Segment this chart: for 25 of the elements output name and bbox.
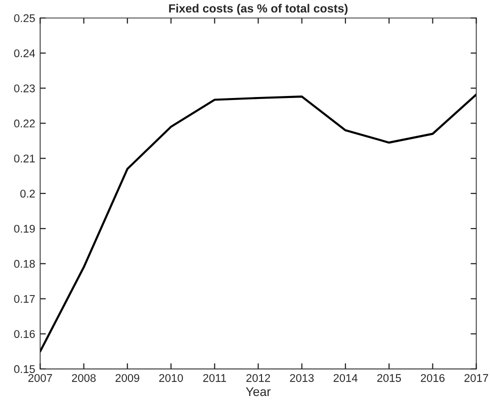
x-tick-label: 2013 [290,374,314,382]
y-tick-label: 0.24 [14,49,35,58]
x-tick-label: 2015 [377,374,401,382]
y-tick-label: 0.17 [14,295,35,303]
y-tick-label: 0.19 [14,224,35,233]
x-tick-label: 2016 [420,374,445,382]
chart-title: Fixed costs (as % of total costs) [169,4,348,15]
x-tick-label: 2010 [159,374,183,382]
y-tick-label: 0.21 [14,154,35,162]
y-tick-label: 0.23 [14,84,35,92]
y-tick-label: 0.2 [20,190,35,198]
line-series [40,93,476,352]
y-tick-label: 0.22 [14,120,35,128]
x-tick-label: 2012 [246,374,270,382]
y-tick-label: 0.25 [14,14,35,22]
x-axis-title: Year [246,387,271,396]
x-tick-label: 2009 [116,374,140,382]
y-tick-label: 0.16 [14,330,35,338]
y-tick-label: 0.15 [14,365,35,374]
y-tick-label: 0.18 [14,260,35,268]
x-tick-label: 2008 [72,374,96,382]
x-tick-label: 2011 [203,374,226,382]
x-tick-label: 2014 [334,374,358,382]
x-tick-label: 2007 [28,374,52,382]
x-tick-label: 2017 [464,374,488,382]
